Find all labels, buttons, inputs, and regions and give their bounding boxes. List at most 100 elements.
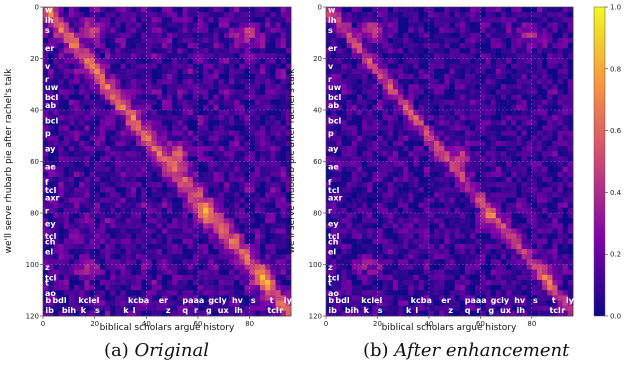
heatmap-cell — [48, 17, 54, 23]
heatmap-cell — [249, 140, 256, 147]
heatmap-cell — [136, 140, 142, 147]
heatmap-cell — [94, 285, 101, 291]
heatmap-cell — [434, 7, 440, 13]
heatmap-cell — [536, 202, 543, 209]
heatmap-cell — [53, 182, 59, 188]
heatmap-cell — [413, 146, 419, 152]
heatmap-cell — [265, 238, 271, 245]
heatmap-cell — [285, 207, 292, 214]
heatmap-cell — [234, 238, 240, 245]
heatmap-cell — [208, 120, 214, 126]
heatmap-cell — [177, 104, 183, 111]
heatmap-cell — [387, 12, 394, 18]
heatmap-cell — [547, 171, 553, 178]
heatmap-cell — [167, 7, 173, 13]
heatmap-cell — [475, 99, 481, 106]
heatmap-cell — [428, 125, 435, 131]
heatmap-cell — [192, 300, 199, 306]
heatmap-cell — [239, 259, 245, 265]
heatmap-cell — [362, 104, 368, 111]
heatmap-cell — [84, 27, 90, 34]
heatmap-cell — [454, 130, 461, 137]
heatmap-cell — [526, 135, 533, 142]
heatmap-cell — [141, 310, 147, 317]
heatmap-cell — [63, 89, 70, 95]
heatmap-cell — [557, 12, 564, 18]
heatmap-cell — [398, 58, 404, 64]
heatmap-cell — [428, 73, 435, 80]
heatmap-cell — [167, 94, 173, 100]
heatmap-cell — [63, 176, 70, 183]
heatmap-cell — [260, 140, 266, 147]
heatmap-cell — [58, 22, 64, 28]
heatmap-cell — [177, 94, 183, 100]
heatmap-cell — [475, 43, 481, 49]
heatmap-cell — [475, 48, 481, 54]
heatmap-cell — [172, 305, 178, 312]
heatmap-cell — [218, 22, 225, 28]
heatmap-cell — [377, 43, 383, 49]
heatmap-cell — [249, 99, 256, 106]
heatmap-cell — [172, 218, 178, 224]
heatmap-cell — [392, 156, 399, 162]
heatmap-cell — [454, 58, 461, 64]
heatmap-cell — [500, 22, 507, 28]
heatmap-cell — [511, 43, 517, 49]
heatmap-cell — [234, 171, 240, 178]
heatmap-cell — [74, 192, 80, 198]
heatmap-cell — [89, 274, 95, 281]
heatmap-original-x-ticks: 0 20 40 60 80 — [41, 316, 254, 328]
heatmap-cell — [542, 218, 548, 224]
heatmap-cell — [377, 58, 383, 64]
heatmap-cell — [213, 161, 219, 167]
heatmap-cell — [511, 79, 517, 85]
heatmap-cell — [234, 285, 240, 291]
heatmap-cell — [275, 166, 281, 173]
heatmap-cell — [331, 192, 337, 198]
heatmap-cell — [244, 84, 250, 90]
heatmap-cell — [151, 94, 157, 100]
heatmap-cell — [557, 99, 564, 106]
heatmap-cell — [239, 37, 245, 44]
heatmap-cell — [125, 63, 132, 70]
heatmap-cell — [326, 79, 332, 85]
heatmap-cell — [331, 166, 337, 173]
heatmap-cell — [136, 12, 142, 18]
heatmap-cell — [356, 161, 363, 167]
heatmap-cell — [280, 254, 287, 260]
heatmap-cell — [275, 249, 281, 255]
heatmap-cell — [531, 146, 538, 152]
heatmap-cell — [434, 22, 440, 28]
heatmap-cell — [490, 89, 497, 95]
heatmap-cell — [449, 202, 455, 209]
heatmap-cell — [454, 63, 461, 70]
heatmap-cell — [187, 32, 194, 39]
heatmap-cell — [167, 310, 173, 317]
heatmap-cell — [198, 115, 204, 121]
heatmap-cell — [280, 156, 287, 162]
heatmap-cell — [254, 233, 261, 240]
heatmap-cell — [156, 295, 163, 301]
heatmap-cell — [449, 22, 455, 28]
heatmap-cell — [372, 68, 378, 75]
heatmap-cell — [562, 115, 569, 121]
heatmap-cell — [408, 156, 414, 162]
heatmap-cell — [141, 146, 147, 152]
heatmap-cell — [449, 84, 455, 90]
heatmap-cell — [115, 161, 121, 167]
heatmap-cell — [275, 300, 281, 306]
heatmap-cell — [506, 110, 512, 116]
heatmap-cell — [198, 213, 204, 219]
heatmap-cell — [234, 53, 240, 59]
heatmap-cell — [531, 79, 538, 85]
heatmap-cell — [480, 12, 486, 18]
heatmap-cell — [475, 17, 481, 23]
heatmap-cell — [428, 32, 435, 39]
heatmap-cell — [141, 12, 147, 18]
heatmap-cell — [408, 73, 414, 80]
heatmap-cell — [218, 135, 225, 142]
heatmap-cell — [336, 37, 342, 44]
heatmap-cell — [398, 182, 404, 188]
heatmap-cell — [84, 295, 90, 301]
heatmap-cell — [198, 161, 204, 167]
